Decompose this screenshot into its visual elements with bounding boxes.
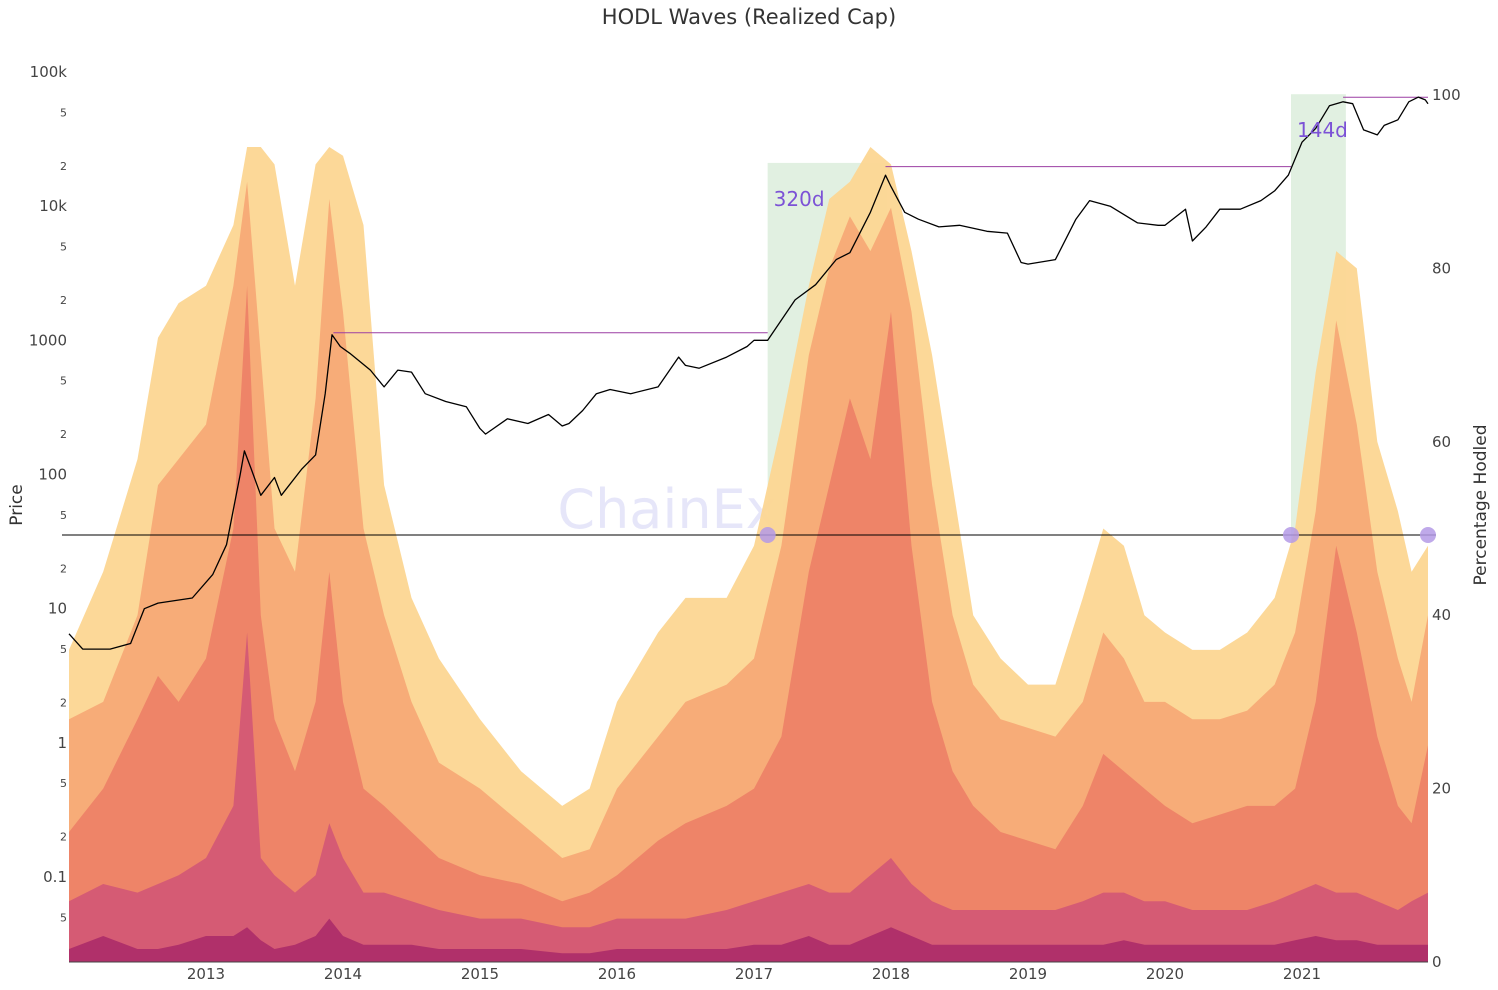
x-tick-2: 2015 [461, 965, 499, 983]
y-left-tick-3: 100 [38, 466, 67, 484]
y-left-minor-tick-8: 5 [60, 375, 67, 388]
x-axis: 2013 2014 2015 2016 2017 2018 2019 2020 2021 [69, 961, 1428, 983]
price-line [68, 96, 1429, 650]
y-right-tick-1: 20 [1432, 780, 1451, 798]
price [68, 96, 1429, 650]
threshold-marker-1 [1283, 527, 1300, 543]
hodl-band-0 [69, 918, 1428, 962]
hodl-band-1 [69, 632, 1428, 962]
y-left-tick-0: 0.1 [43, 868, 67, 886]
ath-lines [333, 96, 1428, 334]
y-left-tick-1: 1 [57, 734, 67, 752]
hodl-bands [69, 147, 1428, 962]
x-tick-7: 2020 [1146, 965, 1184, 983]
window-label-0: 320d [774, 187, 825, 211]
markers [759, 527, 1436, 543]
y-left-tick-2: 10 [48, 600, 67, 618]
y-left-minor-tick-6: 5 [60, 509, 67, 522]
y-left-minor-tick-11: 2 [60, 160, 67, 173]
y-left-minor-tick-12: 5 [60, 106, 67, 119]
y-left-minor-tick-10: 5 [60, 241, 67, 254]
y-left-minor-tick-0: 5 [60, 911, 67, 924]
chart-title: HODL Waves (Realized Cap) [602, 5, 896, 29]
window-labels: 320d 144d [774, 118, 1348, 211]
threshold-marker-0 [759, 527, 776, 543]
threshold-marker-2 [1420, 527, 1436, 543]
y-left-minor-tick-3: 2 [60, 696, 67, 709]
x-tick-0: 2013 [187, 965, 225, 983]
hodl-band-2 [69, 285, 1428, 962]
y-left-tick-6: 100k [30, 63, 68, 81]
y-right-tick-5: 100 [1432, 86, 1461, 104]
y-right-tick-0: 0 [1432, 953, 1442, 971]
y-left-minor-tick-9: 2 [60, 294, 67, 307]
y-right-tick-4: 80 [1432, 259, 1451, 277]
x-tick-4: 2017 [735, 965, 773, 983]
y-left-minor-tick-2: 5 [60, 777, 67, 790]
y-right-title: Percentage Hodled [1471, 425, 1491, 586]
y-left-minor-tick-1: 2 [60, 831, 67, 844]
x-tick-5: 2018 [872, 965, 910, 983]
y-left-tick-4: 1000 [29, 331, 67, 349]
hodl-band-3 [69, 181, 1428, 962]
y-axis-right: 0 20 40 60 80 100 [1432, 86, 1461, 971]
y-left-minor-tick-5: 2 [60, 562, 67, 575]
y-left-minor-tick-7: 2 [60, 428, 67, 441]
y-right-tick-3: 60 [1432, 433, 1451, 451]
y-left-title: Price [7, 484, 27, 525]
x-tick-1: 2014 [324, 965, 362, 983]
y-left-minor-tick-4: 5 [60, 643, 67, 656]
y-left-tick-5: 10k [39, 197, 67, 215]
window-label-1: 144d [1297, 118, 1348, 142]
y-right-tick-2: 40 [1432, 606, 1451, 624]
y-axis-left: 0.1 1 10 100 1000 10k 100k 5 2 5 2 5 2 5 2 5 2 5 2 5 [29, 63, 67, 924]
x-tick-8: 2021 [1283, 965, 1321, 983]
x-tick-3: 2016 [598, 965, 636, 983]
x-tick-6: 2019 [1009, 965, 1047, 983]
